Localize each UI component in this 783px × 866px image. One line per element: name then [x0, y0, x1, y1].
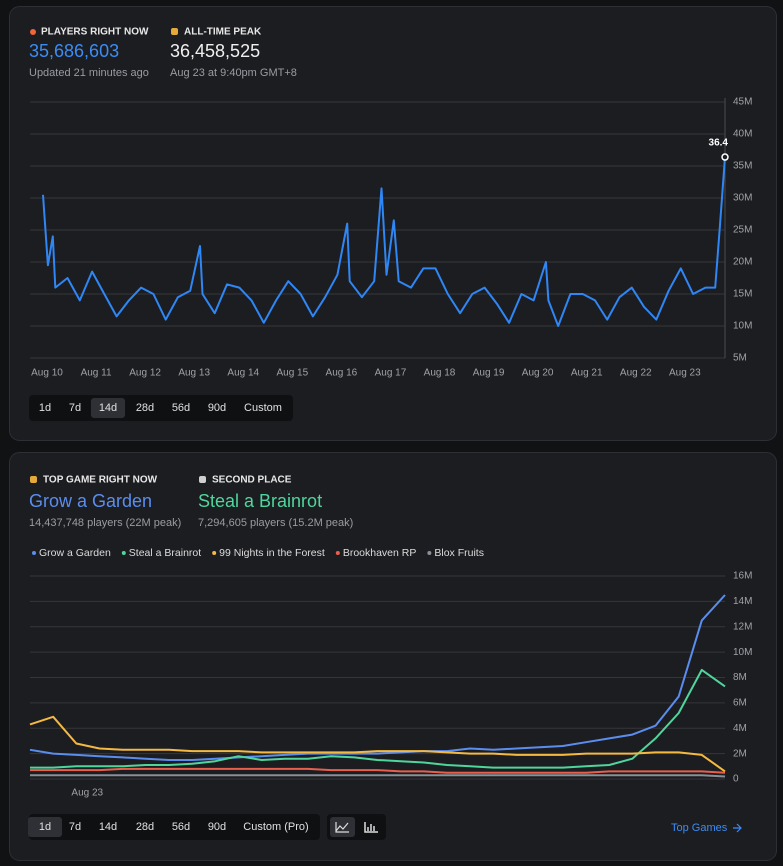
line-icon [335, 822, 349, 833]
legend-label: Blox Fruits [434, 547, 484, 559]
range-button[interactable]: Custom [244, 402, 282, 414]
x-tick-label: Aug 14 [227, 368, 259, 379]
range-button[interactable]: 56d [172, 402, 190, 414]
top-games-link[interactable]: Top Games [671, 822, 728, 834]
legend-dot [212, 551, 217, 555]
y-tick-label: 30M [733, 193, 752, 204]
x-tick-label: Aug 12 [129, 368, 161, 379]
y-tick-label: 20M [733, 257, 752, 268]
range-group [29, 814, 320, 840]
legend-dot [121, 551, 126, 555]
range-button[interactable]: 14d [99, 402, 117, 414]
x-tick-label: Aug 21 [571, 368, 603, 379]
y-tick-label: 5M [733, 353, 747, 364]
legend-label: Grow a Garden [39, 547, 111, 559]
range-button[interactable]: Custom (Pro) [243, 821, 308, 833]
trophy-icon [171, 28, 178, 35]
range-button[interactable]: 90d [208, 402, 226, 414]
x-tick-label: Aug 23 [71, 788, 103, 799]
y-tick-label: 8M [733, 672, 747, 683]
y-tick-label: 10M [733, 321, 752, 332]
legend-dot [32, 551, 36, 555]
range-selected [28, 817, 62, 837]
series-line [29, 715, 726, 773]
series-line [30, 774, 726, 778]
x-tick-label: Aug 11 [81, 368, 112, 379]
y-tick-label: 25M [733, 225, 752, 236]
x-tick-label: Aug 23 [669, 368, 701, 379]
range-button[interactable]: 1d [39, 821, 51, 833]
trophy-icon [199, 476, 206, 483]
updated: Updated 21 minutes ago [29, 67, 149, 79]
range-button[interactable]: 1d [39, 402, 51, 414]
label: TOP GAME RIGHT NOW [43, 475, 158, 486]
y-tick-label: 2M [733, 748, 747, 759]
players: 35,686,603 [29, 41, 119, 61]
y-tick-label: 14M [733, 596, 752, 607]
range-button[interactable]: 28d [136, 821, 154, 833]
series-line [30, 767, 726, 774]
y-tick-label: 16M [733, 571, 752, 582]
second-game: Steal a Brainrot [198, 491, 322, 511]
x-tick-label: Aug 22 [620, 368, 652, 379]
range-button[interactable]: 56d [172, 821, 190, 833]
y-tick-label: 15M [733, 289, 752, 300]
bar-icon[interactable] [364, 822, 378, 833]
x-tick-label: Aug 13 [178, 368, 210, 379]
series-line [29, 594, 726, 761]
end-point [721, 153, 729, 161]
legend-dot [427, 551, 432, 555]
label: ALL-TIME PEAK [184, 27, 262, 38]
x-tick-label: Aug 10 [31, 368, 63, 379]
y-tick-label: 4M [733, 723, 747, 734]
line-view-button[interactable] [330, 817, 355, 837]
top-game: Grow a Garden [29, 491, 152, 511]
series-line [30, 668, 726, 769]
series-line [42, 156, 726, 327]
x-tick-label: Aug 17 [375, 368, 407, 379]
x-tick-label: Aug 16 [326, 368, 358, 379]
x-tick-label: Aug 15 [276, 368, 308, 379]
range-selected [91, 398, 125, 418]
y-tick-label: 12M [733, 621, 752, 632]
top-stats: 14,437,748 players (22M peak) [29, 517, 181, 529]
card [9, 452, 777, 861]
legend-dot [335, 551, 340, 555]
y-tick-label: 35M [733, 161, 752, 172]
trophy-icon [30, 476, 37, 483]
y-tick-label: 6M [733, 698, 747, 709]
x-tick-label: Aug 19 [473, 368, 505, 379]
second-stats: 7,294,605 players (15.2M peak) [198, 517, 353, 529]
range-button[interactable]: 7d [69, 821, 81, 833]
range-button[interactable]: 90d [208, 821, 226, 833]
label: PLAYERS RIGHT NOW [41, 27, 149, 38]
range-button[interactable]: 14d [99, 821, 117, 833]
legend-label: Brookhaven RP [343, 547, 417, 559]
y-tick-label: 10M [733, 647, 752, 658]
y-tick-label: 40M [733, 129, 752, 140]
x-tick-label: Aug 20 [522, 368, 554, 379]
range-button[interactable]: 7d [69, 402, 81, 414]
peak-time: Aug 23 at 9:40pm GMT+8 [170, 67, 297, 79]
arrow-icon [733, 823, 742, 833]
legend-label: 99 Nights in the Forest [219, 547, 325, 559]
y-tick-label: 0 [733, 774, 739, 785]
fire-icon [30, 29, 36, 35]
label: SECOND PLACE [212, 475, 292, 486]
x-tick-label: Aug 18 [424, 368, 456, 379]
range-button[interactable]: 28d [136, 402, 154, 414]
legend-label: Steal a Brainrot [129, 547, 201, 559]
annotation: 36.4 [709, 138, 729, 149]
peak: 36,458,525 [170, 41, 260, 61]
y-tick-label: 45M [733, 97, 752, 108]
